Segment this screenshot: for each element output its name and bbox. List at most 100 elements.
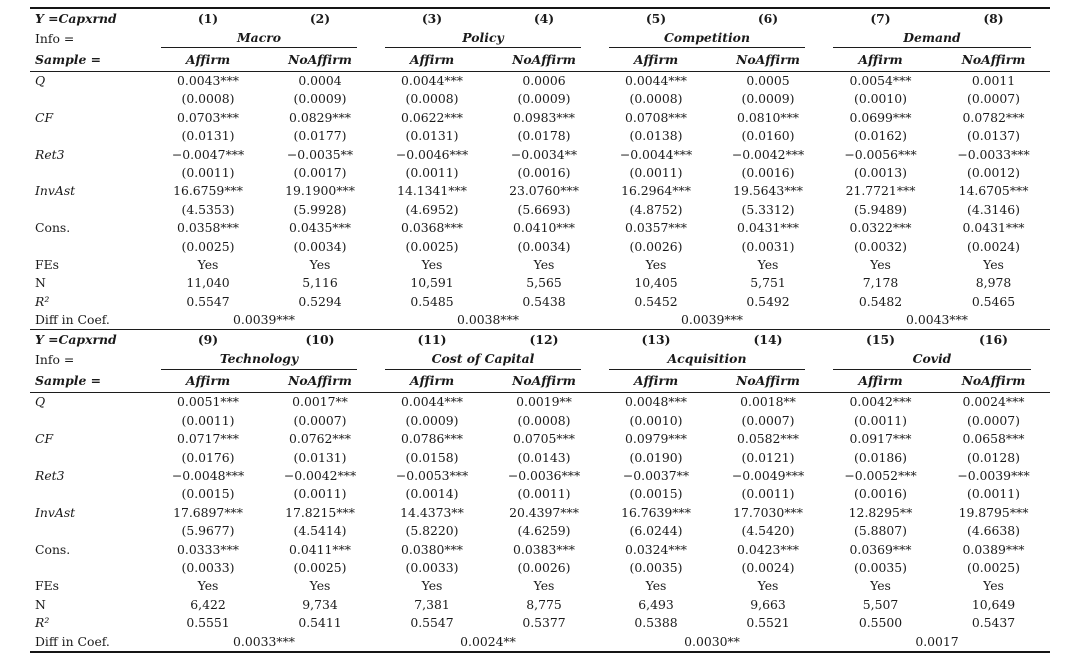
column-number: (3)	[421, 10, 443, 26]
column-number: (4)	[533, 10, 555, 26]
coef-value: 0.0717***	[177, 431, 239, 447]
se-row: (5.9677) (4.5414) (5.8220) (4.6259) (6.0244)…	[30, 522, 1050, 540]
std-error: (5.9928)	[293, 201, 347, 217]
std-error: (0.0011)	[853, 412, 908, 428]
coef-value: 0.0042***	[849, 394, 912, 410]
coef-value: 0.0048***	[625, 394, 687, 410]
coef-value: 14.1341***	[397, 183, 467, 199]
coef-row: Cons. 0.0333*** 0.0411*** 0.0380*** 0.0383**…	[30, 541, 1050, 559]
std-error: (0.0025)	[181, 238, 235, 254]
coef-value: 16.2964***	[621, 183, 691, 199]
obs-row-value: 7,178	[862, 275, 899, 291]
std-error: (0.0033)	[405, 559, 459, 575]
fe-row-label: FEs	[35, 578, 60, 594]
coef-row: InvAst 16.6759*** 19.1900*** 14.1341*** 23.0…	[30, 182, 1050, 200]
std-error: (0.0035)	[629, 559, 683, 575]
info-group-name: Policy	[385, 30, 581, 49]
sample-header: NoAffirm	[937, 49, 1050, 72]
column-number: (8)	[983, 10, 1004, 26]
coef-value: 0.0324***	[625, 541, 687, 557]
fe-row-value: Yes	[309, 256, 331, 272]
diff-in-coef-value: 0.0033***	[233, 633, 295, 649]
coef-value: 0.0043***	[177, 72, 239, 88]
std-error: (0.0158)	[405, 449, 459, 465]
std-error: (0.0011)	[293, 486, 347, 502]
r2-row-value: 0.5411	[298, 615, 342, 631]
coef-value: −0.0053***	[395, 468, 469, 484]
coef-row: CF 0.0717*** 0.0762*** 0.0786*** 0.0705*** 0.…	[30, 430, 1050, 448]
coef-value: −0.0042***	[283, 468, 357, 484]
std-error: (4.3146)	[966, 201, 1021, 217]
std-error: (0.0011)	[629, 164, 683, 180]
header-row-info: Info = Macro Policy Competition Demand	[30, 29, 1050, 49]
column-number: (16)	[979, 332, 1008, 348]
coef-value: 0.0380***	[401, 541, 463, 557]
sample-header: Affirm	[152, 370, 264, 394]
se-row: (0.0176) (0.0131) (0.0158) (0.0143) (0.0190)…	[30, 449, 1050, 467]
coef-value: 0.0004	[298, 72, 342, 88]
coef-row: Q 0.0051*** 0.0017** 0.0044*** 0.0019** 0.004…	[30, 393, 1050, 412]
std-error: (5.6693)	[517, 201, 571, 217]
std-error: (0.0025)	[966, 559, 1021, 575]
coef-value: −0.0034**	[510, 146, 578, 162]
fe-row-value: Yes	[870, 256, 891, 272]
coef-value: −0.0047***	[171, 146, 245, 162]
fe-row-value: Yes	[983, 256, 1004, 272]
regression-table: Y =Capxrnd (1) (2) (3) (4) (5) (6) (7) (8) Info =…	[30, 7, 1050, 653]
fe-row-value: Yes	[421, 256, 443, 272]
std-error: (4.6952)	[405, 201, 459, 217]
obs-row-value: 10,405	[634, 275, 678, 291]
std-error: (0.0016)	[741, 164, 795, 180]
r2-row-value: 0.5482	[858, 293, 903, 309]
r2-row-value: 0.5377	[522, 615, 566, 631]
variable-label: Ret3	[35, 146, 65, 162]
std-error: (0.0011)	[517, 486, 571, 502]
std-error: (0.0176)	[181, 449, 235, 465]
coef-row: Q 0.0043*** 0.0004 0.0044*** 0.0006 0.0044***…	[30, 72, 1050, 91]
coef-value: 0.0622***	[401, 109, 463, 125]
coef-value: 17.7030***	[733, 504, 803, 520]
info-group-name: Competition	[609, 30, 805, 49]
coef-row: CF 0.0703*** 0.0829*** 0.0622*** 0.0983*** 0.…	[30, 109, 1050, 127]
coef-value: 12.8295**	[848, 504, 913, 520]
info-group-cell: Policy	[376, 29, 600, 49]
r2-row-value: 0.5438	[522, 293, 566, 309]
std-error: (4.6259)	[517, 523, 571, 539]
coef-value: −0.0049***	[731, 468, 805, 484]
coef-value: 0.0983***	[513, 109, 575, 125]
sample-header: NoAffirm	[712, 370, 824, 394]
std-error: (0.0014)	[405, 486, 459, 502]
std-error: (0.0024)	[966, 238, 1021, 254]
std-error: (0.0009)	[293, 91, 347, 107]
column-number: (12)	[529, 332, 559, 348]
sample-header: NoAffirm	[488, 370, 600, 394]
sample-header: NoAffirm	[264, 49, 376, 72]
se-row: (0.0008) (0.0009) (0.0008) (0.0009) (0.0008)…	[30, 90, 1050, 108]
column-number: (10)	[305, 332, 335, 348]
fe-row-value: Yes	[309, 578, 331, 594]
std-error: (0.0121)	[741, 449, 795, 465]
std-error: (0.0007)	[293, 412, 347, 428]
coef-value: 0.0435***	[289, 220, 351, 236]
coef-value: −0.0046***	[395, 146, 469, 162]
coef-value: −0.0052***	[844, 468, 917, 484]
std-error: (0.0016)	[853, 486, 908, 502]
r2-row: R² 0.5547 0.5294 0.5485 0.5438 0.5452 0.5492 0.…	[30, 293, 1050, 311]
coef-value: 0.0051***	[177, 394, 239, 410]
std-error: (0.0007)	[741, 412, 795, 428]
std-error: (5.9489)	[853, 201, 908, 217]
column-number: (1)	[197, 10, 219, 26]
coef-value: 0.0018**	[740, 394, 796, 410]
diff-in-coef-value: 0.0017	[915, 633, 959, 649]
coef-value: 0.0423***	[737, 541, 799, 557]
std-error: (4.8752)	[629, 201, 683, 217]
column-number: (14)	[753, 332, 783, 348]
coef-value: −0.0037**	[622, 468, 690, 484]
r2-row-value: 0.5294	[298, 293, 342, 309]
header-row-sample: Sample = Affirm NoAffirm Affirm NoAffirm Affi…	[30, 370, 1050, 394]
column-number: (5)	[645, 10, 667, 26]
coef-value: 20.4397***	[509, 504, 579, 520]
column-number: (15)	[866, 332, 895, 348]
sample-label: Sample =	[30, 49, 152, 72]
